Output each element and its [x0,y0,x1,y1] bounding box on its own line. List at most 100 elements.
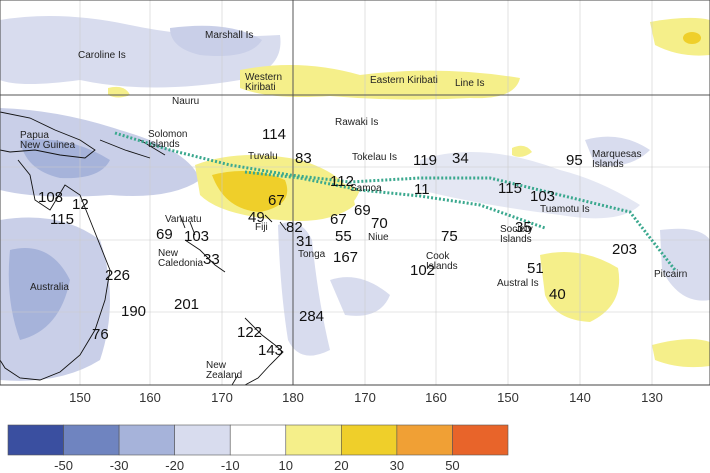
legend-swatch [118,424,175,456]
map-shape [244,170,546,230]
value-label: 31 [296,233,313,250]
place-label: Kiribati [245,82,276,93]
value-label: 115 [498,180,522,197]
value-label: 114 [262,126,286,143]
map-shape [540,251,620,322]
value-label: 112 [330,173,354,190]
value-label: 51 [527,260,544,277]
map-shape [330,277,390,316]
value-label: 34 [452,150,469,167]
place-label: Line Is [455,78,484,89]
place-label: Tuamotu Is [540,204,590,215]
longitude-label: 130 [641,390,663,405]
value-label: 122 [237,324,262,341]
map-shape [0,16,281,88]
map-shape [244,317,284,386]
map-frame [0,0,710,386]
place-label: Rawaki Is [335,117,378,128]
place-label: Australia [30,282,69,293]
map-shape [231,374,239,386]
map-shape [683,32,701,44]
value-label: 226 [105,267,130,284]
place-label: New [206,360,227,371]
place-label: Pitcairn [654,269,687,280]
map-shape [8,248,70,340]
map-shape [170,25,262,56]
legend-swatch [7,424,64,456]
legend-label: -30 [110,458,129,473]
value-label: 69 [354,202,371,219]
place-label: Zealand [206,370,242,381]
value-label: 55 [335,228,352,245]
map-shape [212,171,288,212]
value-label: 12 [72,196,89,213]
value-label: 35 [515,219,532,236]
value-label: 103 [530,188,555,205]
place-label: Tonga [298,249,326,260]
place-label: New Guinea [20,140,75,151]
value-label: 11 [414,181,430,198]
place-label: Tokelau Is [352,152,397,163]
legend-label: 30 [390,458,404,473]
value-label: 103 [184,228,209,245]
value-label: 167 [333,249,358,266]
axis-group: 150 160 170 180 170 160 150 140 130 [69,390,663,405]
map-shape [585,136,650,166]
place-label: Caroline Is [78,50,126,61]
place-label: Islands [592,159,624,170]
value-label: 143 [258,342,283,359]
map-shape [512,145,532,157]
legend-swatch [341,424,398,456]
map-shape [240,65,520,100]
map-shape [179,214,196,236]
map-shape [420,152,640,219]
value-label: 115 [50,211,74,228]
legend-label: -20 [165,458,184,473]
value-label: 284 [299,308,324,325]
legend-swatch [174,424,231,456]
value-label: 67 [330,211,347,228]
longitude-label: 180 [282,390,304,405]
place-label: Nauru [172,96,199,107]
map-shape [0,111,96,159]
place-label: Austral Is [497,278,539,289]
value-label: 76 [92,326,109,343]
longitude-label: 140 [569,390,591,405]
map-shape [0,159,111,381]
value-label: 102 [410,262,435,279]
place-label: Papua [20,130,49,141]
value-label: 40 [549,286,566,303]
value-label: 75 [441,228,458,245]
legend-label: 10 [279,458,293,473]
legend-label: -10 [221,458,240,473]
map-shape [320,183,360,211]
legend-label: 50 [445,458,459,473]
map-frame [0,111,287,386]
legend-swatch [396,424,453,456]
map-shape [660,228,710,301]
legend-swatch [229,424,287,456]
map-shape [20,139,110,179]
map-shape [264,214,287,231]
value-label: 69 [156,226,173,243]
place-label: Marshall Is [205,30,253,41]
value-label: 95 [566,152,583,169]
place-label: Cook [426,251,450,262]
longitude-label: 150 [69,390,91,405]
value-label: 67 [268,192,285,209]
map-shape [650,17,710,56]
place-label: Western [245,72,282,83]
value-label: 33 [203,251,220,268]
map-frame [0,0,710,385]
longitude-label: 170 [211,390,233,405]
longitude-label: 160 [139,390,161,405]
place-label: Eastern Kiribati [370,75,438,86]
place-label: Islands [426,261,458,272]
legend-group: -50 -30 -20 -10 10 20 30 50 [7,424,509,473]
value-label: 82 [286,219,303,236]
value-label: 49 [248,209,265,226]
place-label: Islands [500,234,532,245]
